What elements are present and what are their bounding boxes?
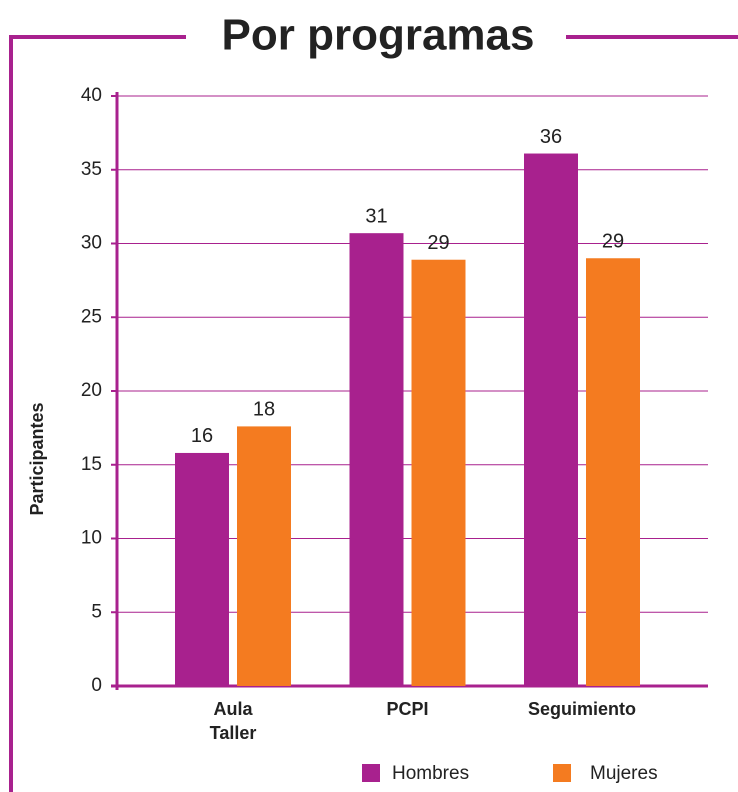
chart-title: Por programas (222, 11, 535, 60)
y-tick-label: 25 (81, 306, 102, 327)
y-tick-label: 35 (81, 159, 102, 180)
y-tick-label: 30 (81, 233, 102, 254)
data-label: 36 (540, 126, 562, 148)
frame (9, 35, 738, 792)
bar (175, 452, 229, 686)
data-label: 18 (253, 399, 275, 421)
data-label: 16 (191, 425, 213, 447)
bar (237, 426, 291, 686)
x-tick-label: Seguimiento (528, 699, 636, 719)
bar (586, 258, 640, 686)
y-tick-label: 0 (91, 675, 102, 696)
bar (524, 153, 578, 686)
y-tick-label: 40 (81, 85, 102, 106)
bar (349, 233, 404, 687)
legend-label: Mujeres (590, 763, 658, 784)
data-label: 31 (365, 205, 387, 227)
y-tick-label: 20 (81, 380, 102, 401)
y-tick-label: 5 (91, 601, 102, 622)
y-tick-label: 10 (81, 528, 102, 549)
y-tick-label: 15 (81, 454, 102, 475)
data-label: 29 (427, 232, 449, 254)
legend-label: Hombres (392, 763, 469, 784)
bar (411, 259, 466, 686)
y-axis-label: Participantes (27, 402, 47, 515)
legend-swatch (362, 764, 380, 782)
x-tick-label: PCPI (386, 699, 428, 719)
x-tick-label: Aula Taller (210, 699, 257, 743)
data-label: 29 (602, 231, 624, 253)
legend-swatch (553, 764, 571, 782)
